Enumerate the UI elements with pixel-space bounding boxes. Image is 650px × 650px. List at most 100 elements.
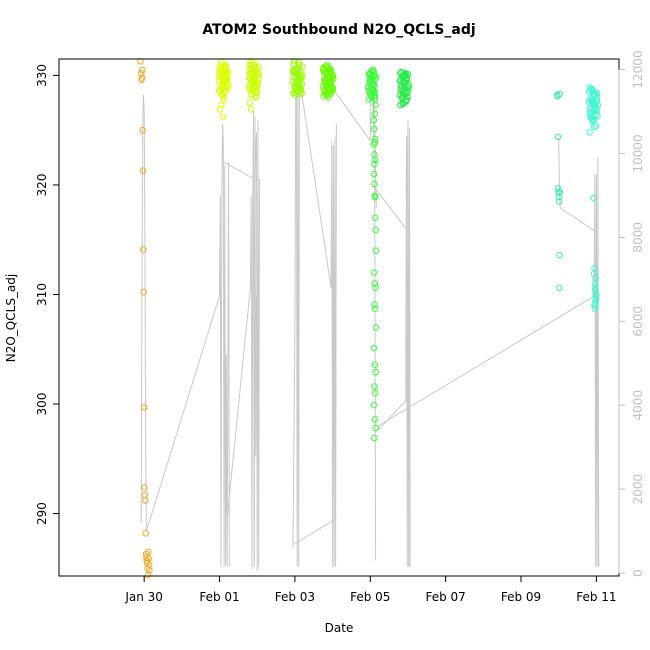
point-s3-32	[297, 74, 305, 81]
point-s6-36	[397, 85, 405, 92]
point-s3-27	[290, 61, 297, 68]
point-s0-8	[140, 289, 148, 296]
point-s6-24	[405, 80, 412, 88]
point-s5-58	[370, 141, 378, 148]
point-s7-2	[554, 133, 562, 141]
point-s4-47	[322, 90, 330, 98]
y-tick-label-1: 300	[35, 393, 49, 416]
point-s5-51	[371, 383, 378, 390]
point-s2-47	[251, 84, 258, 91]
point-s2-49	[252, 60, 259, 67]
point-s2-44	[252, 94, 260, 101]
point-s0-23	[146, 567, 153, 574]
y2-tick-label-4: 8000	[631, 222, 645, 253]
point-s0-11	[141, 491, 149, 499]
point-s5-44	[372, 284, 379, 292]
point-s5-29	[370, 87, 378, 95]
point-s5-52	[371, 389, 379, 397]
point-s5-48	[370, 344, 378, 352]
point-s7-8	[556, 284, 563, 292]
point-s5-47	[372, 324, 380, 331]
point-s5-39	[371, 214, 379, 222]
point-s7-3	[555, 185, 562, 192]
point-s8-0	[585, 98, 593, 105]
point-s2-48	[254, 72, 262, 79]
point-s4-44	[325, 84, 333, 91]
x-axis: Jan 30 Feb 01 Feb 03 Feb 05 Feb 07 Feb 09 Feb …	[124, 575, 617, 604]
point-s2-43	[250, 76, 257, 84]
point-s3-42	[297, 86, 304, 93]
point-s0-21	[145, 555, 152, 562]
point-s0-5	[139, 126, 146, 134]
altitude-trace-segment-4	[292, 73, 300, 567]
point-s7-7	[556, 251, 563, 259]
point-s7-9	[556, 90, 564, 98]
point-s6-30	[404, 87, 412, 95]
point-s3-45	[296, 85, 304, 92]
y-tick-label-2: 310	[35, 283, 49, 306]
point-s1-34	[222, 62, 230, 69]
point-s1-51	[221, 63, 229, 70]
point-s6-31	[397, 82, 405, 89]
point-s8-32	[588, 98, 596, 105]
altitude-trace-segment-6	[294, 518, 337, 545]
point-s2-40	[250, 68, 258, 76]
point-s2-46	[249, 75, 256, 82]
point-s0-6	[139, 167, 147, 174]
point-s5-42	[370, 269, 378, 276]
point-s5-35	[371, 156, 379, 164]
point-s8-29	[592, 103, 599, 111]
point-s8-28	[590, 123, 598, 131]
altitude-trace	[140, 69, 600, 572]
point-s0-12	[142, 497, 149, 504]
x-tick-label-6: Feb 11	[576, 590, 616, 604]
point-s4-37	[322, 83, 330, 90]
point-s8-11	[593, 94, 601, 101]
y2-tick-label-0: 0	[631, 569, 645, 577]
point-s8-45	[592, 296, 600, 304]
point-s6-38	[402, 73, 409, 80]
point-s5-25	[371, 95, 379, 102]
y-axis-label: N2O_QCLS_adj	[4, 274, 18, 363]
point-s5-32	[370, 125, 378, 133]
y2-tick-label-6: 12000	[631, 50, 645, 88]
point-s7-1	[554, 92, 561, 100]
point-s5-61	[371, 160, 378, 168]
x-tick-label-1: Feb 01	[199, 590, 239, 604]
point-s6-39	[404, 94, 411, 101]
x-tick-label-5: Feb 09	[501, 590, 541, 604]
point-s5-46	[371, 305, 379, 313]
point-s5-22	[367, 76, 374, 84]
point-s3-28	[291, 91, 299, 99]
point-s2-28	[247, 106, 255, 113]
point-s5-26	[366, 72, 373, 79]
point-s0-20	[145, 548, 152, 556]
y2-tick-label-5: 10000	[631, 134, 645, 172]
point-s3-44	[293, 73, 301, 80]
x-tick-label-3: Feb 05	[350, 590, 390, 604]
point-s1-30	[216, 106, 224, 113]
point-s5-62	[371, 193, 379, 201]
altitude-trace-segment-10	[373, 119, 411, 567]
x-tick-label-4: Feb 07	[425, 590, 465, 604]
point-s5-30	[372, 73, 379, 80]
x-axis-label: Date	[325, 621, 354, 635]
point-s8-34	[591, 91, 599, 99]
point-s0-3	[138, 74, 146, 81]
point-s2-41	[253, 82, 261, 89]
y-tick-label-3: 320	[35, 174, 49, 197]
point-s3-43	[289, 67, 297, 75]
point-s4-42	[321, 78, 329, 86]
altitude-trace-segment-12	[558, 136, 600, 567]
y2-tick-label-1: 2000	[631, 474, 645, 505]
point-s6-37	[399, 100, 407, 108]
point-s6-35	[403, 76, 411, 84]
point-s4-48	[325, 75, 332, 82]
altitude-trace-segment-9	[377, 136, 410, 567]
y-axis: 290 300 310 320 330	[35, 64, 60, 525]
point-s8-30	[593, 89, 601, 97]
point-s2-45	[246, 69, 254, 77]
point-s0-9	[140, 404, 148, 411]
point-s0-13	[142, 530, 149, 537]
